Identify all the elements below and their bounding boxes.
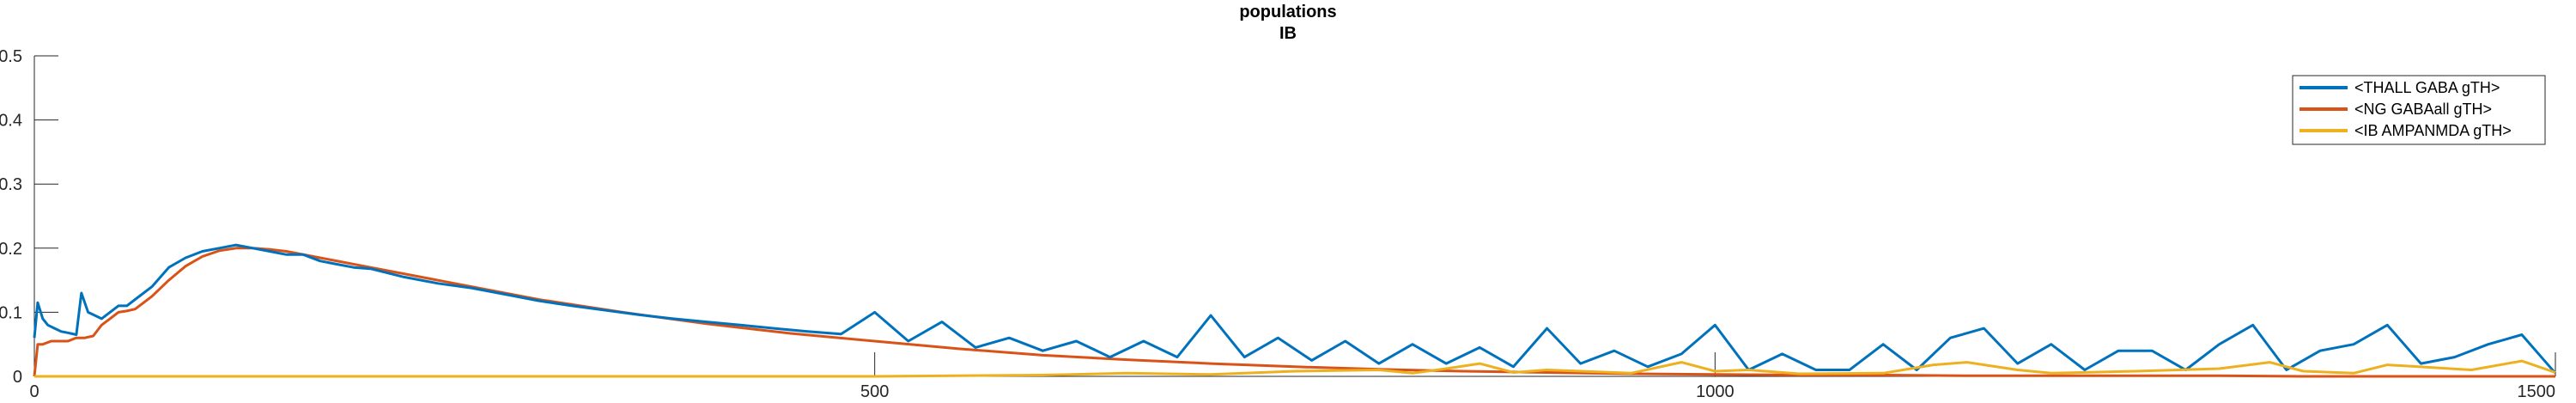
legend-entry: <THALL GABA gTH> xyxy=(2354,79,2500,96)
x-tick-label: 1500 xyxy=(2518,382,2556,401)
legend-entry: <NG GABAall gTH> xyxy=(2354,101,2492,118)
plot-area xyxy=(33,243,2557,378)
y-tick-label: 0 xyxy=(13,368,22,387)
y-tick-label: 0.2 xyxy=(0,240,22,259)
legend: <THALL GABA gTH> <NG GABAall gTH> <IB AMPA… xyxy=(2292,75,2546,145)
chart-subtitle: IB xyxy=(1279,24,1297,43)
series-line-0 xyxy=(33,243,2557,375)
y-tick-label: 0.1 xyxy=(0,303,22,322)
x-tick-label: 500 xyxy=(860,382,889,401)
y-tick-label: 0.4 xyxy=(0,112,22,131)
y-tick-label: 0.3 xyxy=(0,175,22,194)
x-tick-label: 0 xyxy=(29,382,39,401)
legend-entry: <IB AMPANMDA gTH> xyxy=(2354,122,2512,139)
series-line-1 xyxy=(33,247,2555,378)
y-tick-label: 0.5 xyxy=(0,47,22,66)
axes: 0 0.1 0.2 0.3 0.4 0.5 0 500 1000 1500 xyxy=(0,47,2556,401)
chart-title: populations xyxy=(1239,3,1336,21)
series-line-2 xyxy=(34,359,2556,378)
x-tick-label: 1000 xyxy=(1696,382,1735,401)
